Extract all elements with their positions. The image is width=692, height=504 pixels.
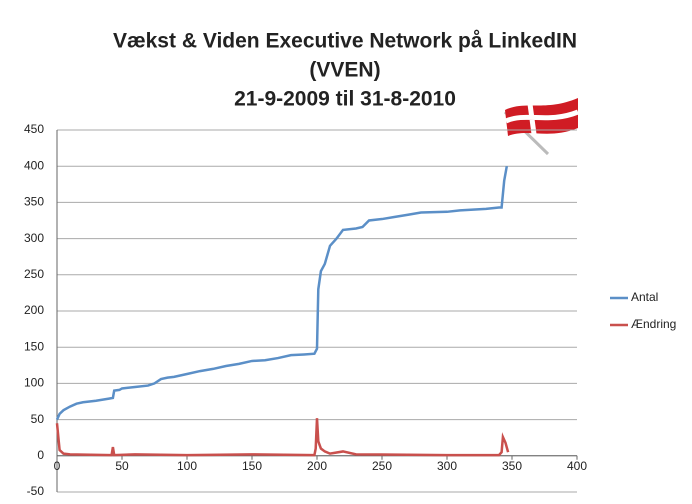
chart-title: (VVEN) [309,59,380,82]
y-tick-label: 250 [24,267,44,281]
x-tick-label: 200 [307,459,327,473]
y-tick-label: 100 [24,376,44,390]
y-tick-label: 350 [24,195,44,209]
y-tick-label: 150 [24,339,44,353]
y-tick-label: 200 [24,303,44,317]
y-tick-label: 450 [24,122,44,136]
x-tick-label: 300 [437,459,457,473]
legend-label: Antal [631,290,658,304]
x-tick-label: 100 [177,459,197,473]
chart-title: Vækst & Viden Executive Network på Linke… [113,30,577,53]
x-tick-label: 150 [242,459,262,473]
line-series [55,165,509,421]
x-tick-label: 400 [567,459,587,473]
x-tick-label: 350 [502,459,522,473]
line-series [55,418,510,457]
y-tick-label: -50 [27,484,45,498]
legend-label: Ændring [631,317,676,331]
flag-icon [503,98,579,156]
y-tick-label: 400 [24,158,44,172]
x-tick-label: 0 [54,459,61,473]
y-tick-label: 0 [37,448,44,462]
chart-title: 21-9-2009 til 31-8-2010 [234,88,456,111]
x-tick-label: 50 [115,459,129,473]
y-tick-label: 300 [24,231,44,245]
y-tick-label: 50 [31,412,45,426]
x-tick-label: 250 [372,459,392,473]
